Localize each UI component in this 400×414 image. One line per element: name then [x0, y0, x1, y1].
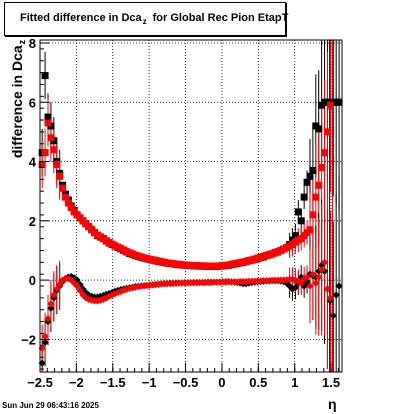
- diamond-marker: [315, 273, 323, 281]
- square-marker: [44, 119, 52, 127]
- diamond-marker: [297, 279, 305, 287]
- diamond-marker: [312, 279, 320, 287]
- x-axis-label: η: [328, 396, 337, 412]
- title-box: Fitted difference in Dcaz for Global Rec …: [4, 2, 288, 36]
- diamond-marker: [102, 294, 110, 302]
- y-tick-label: 0: [29, 273, 36, 288]
- square-marker: [291, 232, 299, 240]
- diamond-marker: [335, 282, 343, 290]
- y-tick-label: −2: [21, 332, 36, 347]
- y-axis-label: difference in Dcaz: [9, 39, 27, 159]
- square-marker: [41, 149, 49, 157]
- diamond-marker: [82, 288, 90, 297]
- diamond-marker: [297, 273, 305, 281]
- diamond-marker: [56, 280, 64, 289]
- square-marker: [56, 172, 64, 180]
- square-marker: [315, 125, 323, 133]
- diamond-marker: [318, 266, 326, 274]
- chart-title-subscript: z: [142, 17, 147, 26]
- square-marker: [321, 149, 329, 157]
- diamond-marker: [67, 276, 75, 284]
- diamond-marker: [117, 287, 125, 295]
- x-tick-label: −2: [69, 375, 84, 390]
- x-tick-label: 0: [218, 375, 225, 390]
- diamond-marker: [58, 276, 67, 284]
- square-marker: [312, 193, 320, 201]
- square-marker: [294, 208, 302, 216]
- square-marker: [44, 113, 52, 121]
- chart-title: Fitted difference in Dcaz for Global Rec …: [20, 12, 288, 26]
- square-marker: [47, 134, 55, 142]
- grid-lines: [39, 40, 342, 372]
- square-marker: [67, 203, 75, 211]
- y-tick-label: 2: [29, 214, 36, 229]
- axis-ticks: [39, 42, 339, 372]
- diamond-marker: [85, 291, 93, 299]
- square-marker: [309, 166, 317, 174]
- diamond-marker: [73, 282, 81, 290]
- square-marker: [59, 184, 67, 192]
- diamond-marker: [76, 286, 84, 295]
- square-marker: [323, 128, 331, 136]
- diamond-marker: [44, 315, 52, 323]
- square-marker: [41, 72, 49, 80]
- square-marker: [38, 161, 46, 168]
- diamond-marker: [79, 291, 87, 299]
- diamond-marker: [326, 294, 334, 302]
- square-marker: [309, 211, 317, 219]
- square-marker: [297, 217, 305, 225]
- square-marker: [50, 146, 58, 154]
- x-tick-label: −1: [142, 375, 157, 390]
- diamond-marker: [47, 304, 55, 312]
- x-tick-label: −2.5: [27, 375, 53, 390]
- square-marker: [318, 163, 326, 171]
- chart-title-rest: for Global Rec Pion EtapT: [152, 12, 289, 24]
- diamond-marker: [291, 283, 300, 292]
- square-marker: [53, 161, 61, 168]
- diamond-marker: [323, 285, 332, 293]
- diamond-marker: [70, 279, 78, 287]
- x-tick-label: 1: [291, 375, 298, 390]
- diamond-marker: [332, 291, 340, 299]
- y-tick-label: 6: [29, 95, 36, 110]
- square-marker: [326, 101, 334, 109]
- diamond-marker: [73, 276, 81, 284]
- plot-frame: [39, 39, 343, 373]
- data-markers: [38, 72, 343, 367]
- square-marker: [306, 172, 314, 180]
- diamond-marker: [303, 273, 311, 281]
- y-tick-label: 4: [29, 155, 37, 170]
- square-marker: [303, 178, 311, 186]
- diamond-marker: [41, 332, 49, 341]
- diamond-marker: [309, 270, 317, 278]
- diamond-marker: [53, 285, 61, 293]
- diamond-marker: [320, 258, 329, 266]
- square-marker: [315, 181, 323, 189]
- x-tick-label: 1.5: [322, 375, 340, 390]
- diamond-marker: [41, 338, 49, 346]
- diamond-marker: [50, 291, 58, 299]
- diamond-marker: [288, 275, 297, 283]
- square-marker: [64, 199, 72, 207]
- diamond-marker: [82, 294, 90, 302]
- diamond-marker: [47, 300, 55, 308]
- x-tick-label: 0.5: [249, 375, 267, 390]
- square-marker: [61, 193, 69, 201]
- y-tick-label: 8: [29, 36, 36, 51]
- square-marker: [306, 226, 314, 234]
- diamond-marker: [76, 280, 84, 289]
- x-tick-label: −0.5: [173, 375, 199, 390]
- diamond-marker: [329, 312, 337, 320]
- x-tick-label: −1.5: [100, 375, 126, 390]
- square-marker: [335, 98, 343, 106]
- chart-title-main: Fitted difference in Dca: [20, 12, 142, 24]
- square-marker: [300, 193, 308, 201]
- timestamp-footer: Sun Jun 29 06:43:16 2025: [2, 401, 99, 410]
- diamond-marker: [306, 282, 314, 290]
- diamond-marker: [38, 359, 46, 367]
- axis-tick-labels: −2.5 −2 −1.5 −1 −0.5 0 0.5 1 1.5 −2 0 2 4 6 8: [21, 36, 340, 390]
